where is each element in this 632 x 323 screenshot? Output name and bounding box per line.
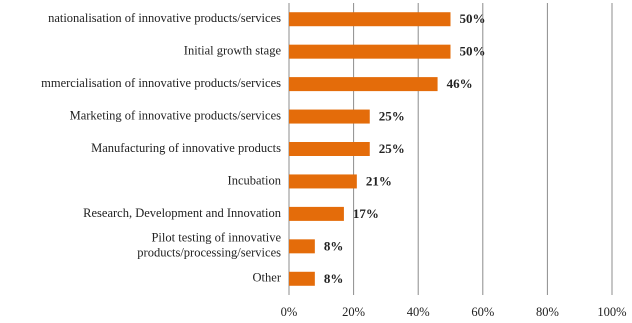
bar: [289, 44, 451, 59]
value-label: 21%: [366, 173, 392, 188]
x-tick-label: 0%: [281, 305, 298, 319]
y-tick-label: Marketing of innovative products/service…: [70, 108, 282, 122]
value-label: 8%: [324, 271, 344, 286]
value-label: 46%: [447, 76, 473, 91]
bar: [289, 239, 315, 254]
x-tick-label: 40%: [407, 305, 430, 319]
value-label: 8%: [324, 238, 344, 253]
value-label: 25%: [379, 141, 405, 156]
bar: [289, 77, 438, 92]
y-tick-label: Manufacturing of innovative products: [91, 141, 281, 155]
x-tick-label: 20%: [342, 305, 365, 319]
bar: [289, 174, 357, 189]
y-tick-label: products/processing/services: [137, 246, 281, 260]
y-tick-label: Other: [253, 271, 282, 285]
y-tick-label: Pilot testing of innovative: [151, 231, 281, 245]
bar: [289, 109, 370, 124]
value-label: 25%: [379, 109, 405, 124]
value-label: 50%: [460, 44, 486, 59]
x-tick-label: 60%: [471, 305, 494, 319]
y-tick-label: nationalisation of innovative products/s…: [48, 11, 281, 25]
x-tick-label: 100%: [597, 305, 626, 319]
bar: [289, 142, 370, 156]
y-tick-label: Incubation: [228, 173, 282, 187]
y-tick-label: mmercialisation of innovative products/s…: [41, 76, 281, 90]
x-tick-label: 80%: [536, 305, 559, 319]
y-tick-label: Research, Development and Innovation: [83, 206, 282, 220]
bar: [289, 206, 344, 221]
bar: [289, 271, 315, 286]
bar: [289, 12, 451, 27]
value-label: 17%: [353, 206, 379, 221]
y-tick-label: Initial growth stage: [184, 44, 282, 58]
value-label: 50%: [460, 11, 486, 26]
